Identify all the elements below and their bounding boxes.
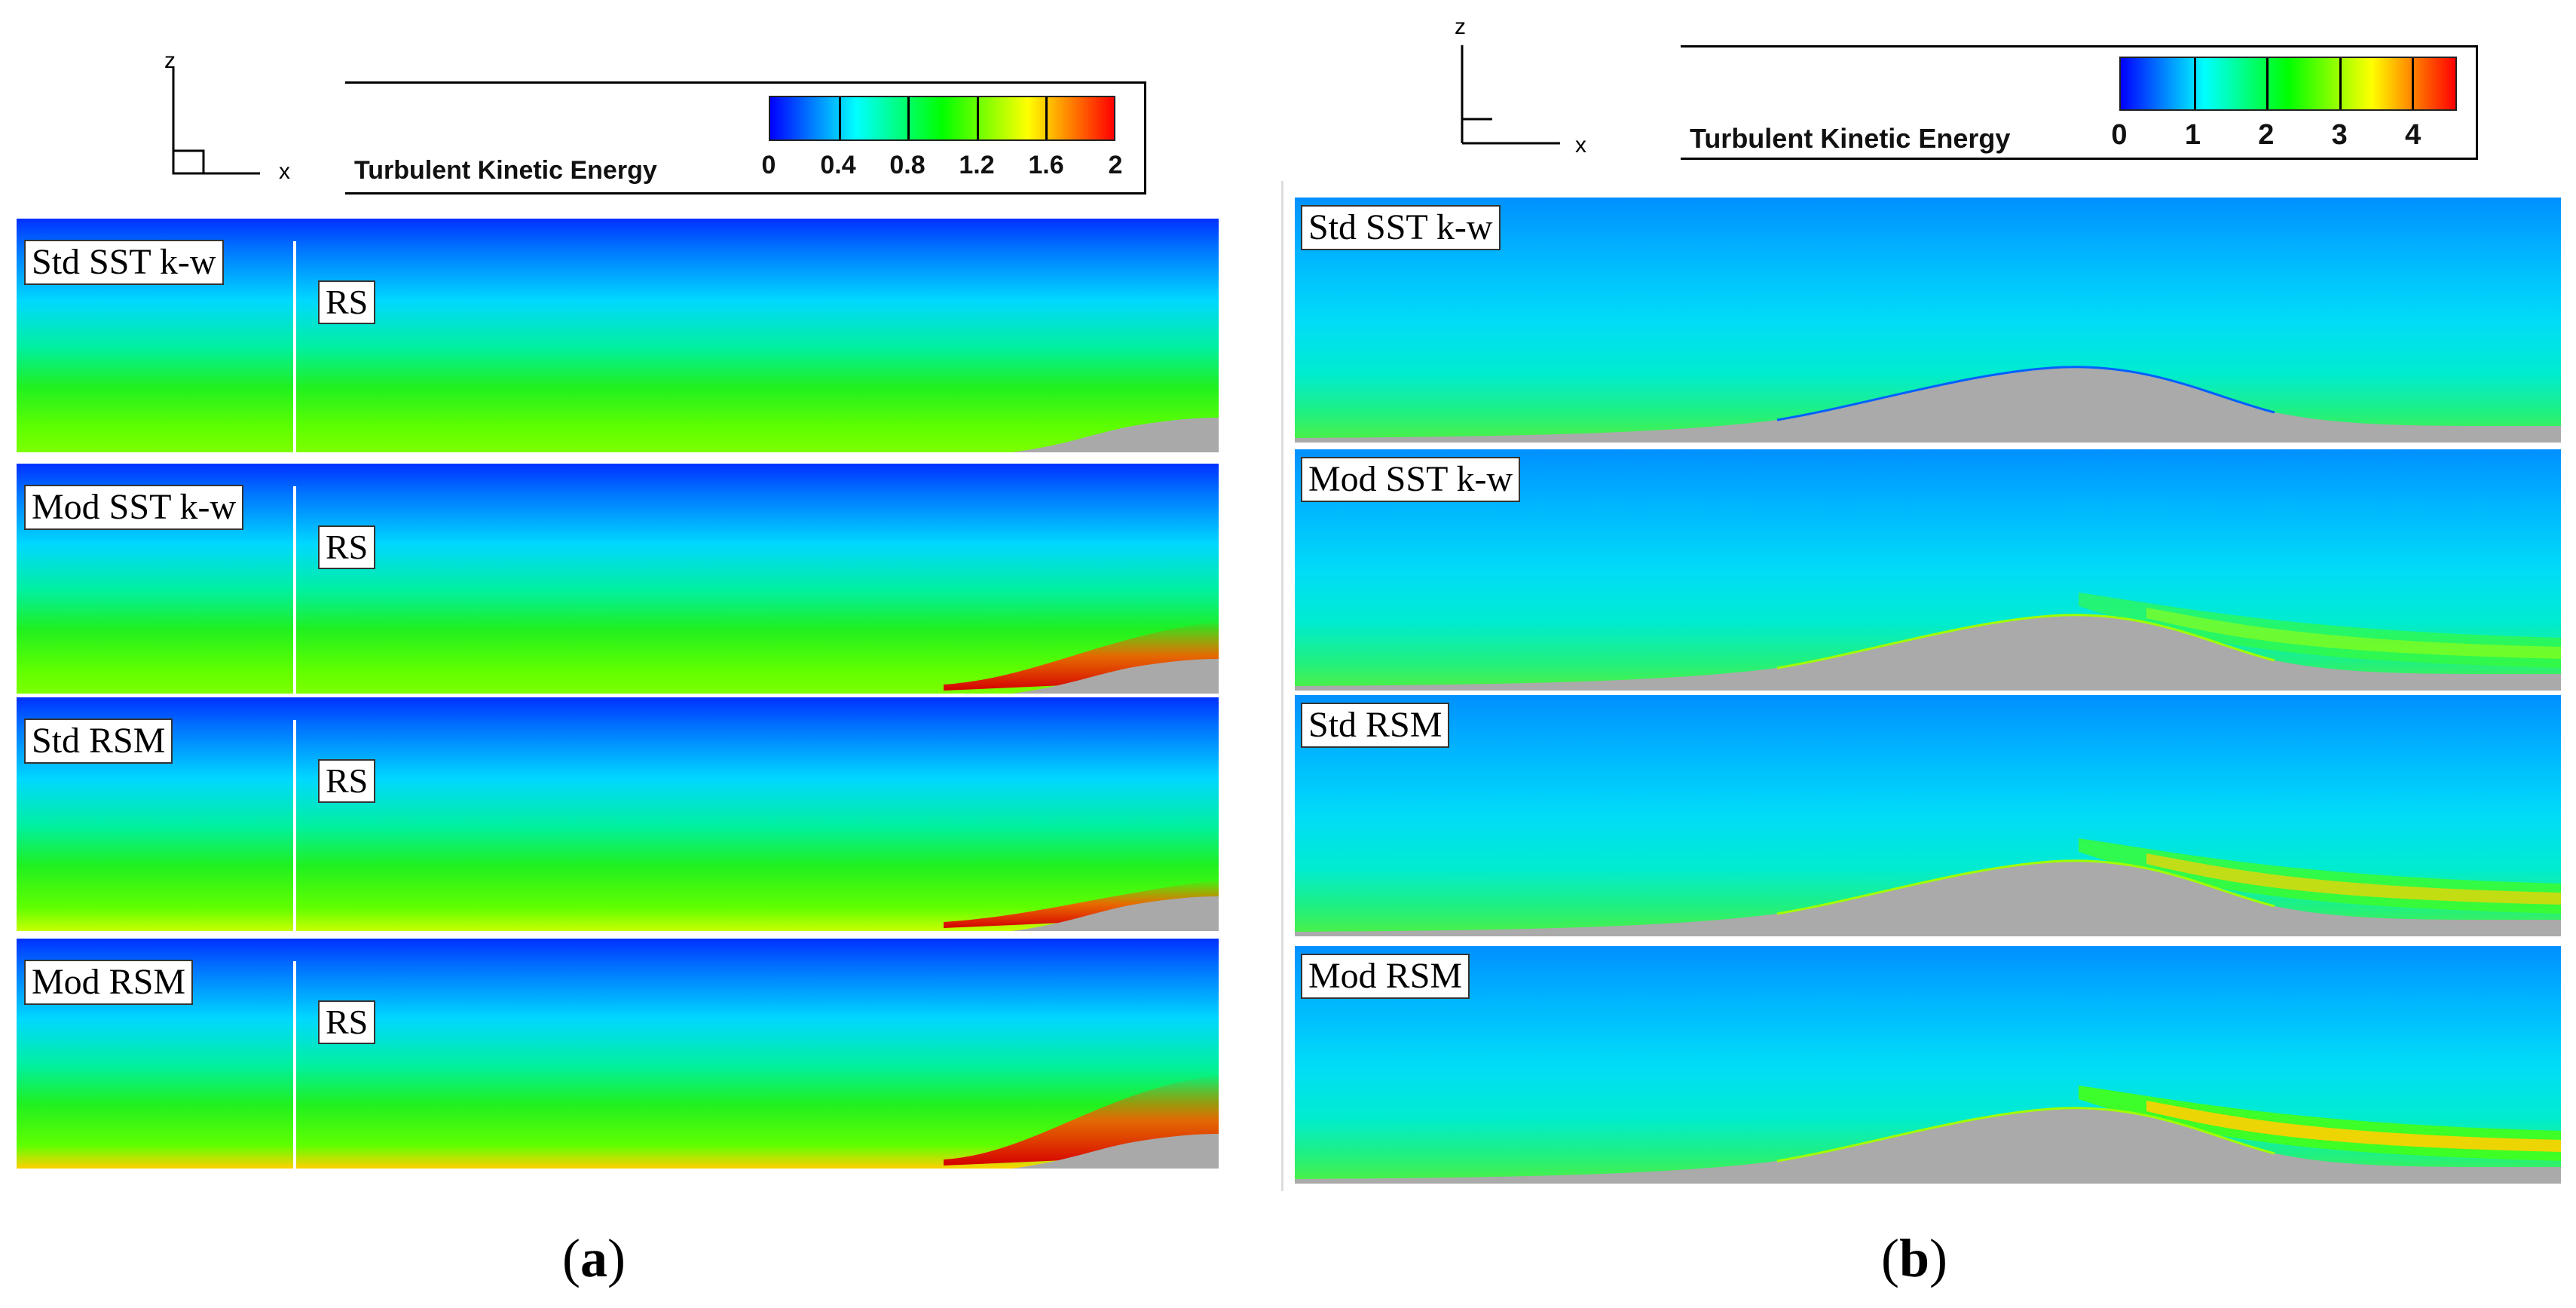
rs-marker-label: RS xyxy=(318,525,376,569)
colorbar-tick-label: 1.6 xyxy=(1028,151,1064,179)
colorbar-tick xyxy=(2266,58,2269,109)
caption-b-close: ) xyxy=(1929,1228,1948,1288)
model-label: Mod SST k-w xyxy=(1301,457,1521,502)
axis-origin-box xyxy=(172,149,205,175)
caption-b-letter: b xyxy=(1898,1228,1930,1288)
subfigure-divider xyxy=(1281,181,1283,1191)
rs-marker-label: RS xyxy=(318,280,376,324)
legend-box-a: Turbulent Kinetic Energy xyxy=(345,81,1146,195)
rs-reference-line xyxy=(293,961,296,1169)
terrain-hill xyxy=(1011,896,1219,931)
colorbar-tick xyxy=(1045,97,1048,139)
boundary-layer-edge xyxy=(1776,614,2275,669)
terrain-hill xyxy=(1011,659,1219,694)
terrain-hill xyxy=(1011,1134,1219,1169)
boundary-layer-edge xyxy=(1776,1107,2275,1162)
colorbar-tick xyxy=(907,97,910,139)
model-label: Mod SST k-w xyxy=(24,485,244,530)
legend-title-a: Turbulent Kinetic Energy xyxy=(354,156,657,185)
colorbar-tick xyxy=(2412,58,2415,109)
contour-panel-a: Mod RSM RS xyxy=(17,939,1219,1169)
wake-band-core xyxy=(2146,853,2561,905)
model-label: Std RSM xyxy=(24,718,173,764)
axis-triad-b: z x xyxy=(1455,14,1586,158)
colorbar-tick-label: 1.2 xyxy=(959,151,995,179)
boundary-layer-edge xyxy=(1776,366,2275,421)
caption-a-open: ( xyxy=(562,1228,580,1288)
z-axis-label: z xyxy=(164,48,176,73)
contour-panel-b: Mod RSM xyxy=(1295,946,2561,1184)
tke-field xyxy=(17,939,1219,1169)
wake-band-core xyxy=(2146,1101,2561,1152)
rs-marker-label: RS xyxy=(318,759,376,803)
tke-field xyxy=(17,697,1219,931)
caption-b-open: ( xyxy=(1881,1228,1899,1288)
subfigure-caption-b: (b) xyxy=(1881,1227,1947,1290)
terrain-hill xyxy=(1295,614,2561,691)
colorbar-tick xyxy=(2339,58,2342,109)
caption-a-letter: a xyxy=(580,1228,607,1288)
colorbar-tick-label: 4 xyxy=(2404,119,2422,151)
model-label: Mod RSM xyxy=(24,960,194,1005)
colorbar-tick-label: 2 xyxy=(1108,151,1123,179)
colorbar-tick-label: 0.8 xyxy=(889,151,925,179)
rs-reference-line xyxy=(293,720,296,931)
caption-a-close: ) xyxy=(607,1228,626,1288)
terrain-hill xyxy=(1011,418,1219,452)
model-label: Std SST k-w xyxy=(1301,205,1501,250)
colorbar-tick xyxy=(839,97,842,139)
contour-panel-a: Std SST k-w RS xyxy=(17,219,1219,452)
model-label: Std RSM xyxy=(1301,703,1450,748)
colorbar-a xyxy=(769,96,1115,141)
rs-reference-line xyxy=(293,486,296,694)
colorbar-tick-label: 3 xyxy=(2331,119,2348,151)
x-axis-label: x xyxy=(279,159,290,184)
terrain-hill xyxy=(1295,1107,2561,1184)
model-label: Std SST k-w xyxy=(24,240,224,285)
legend-box-b: Turbulent Kinetic Energy xyxy=(1681,45,2478,160)
colorbar-tick xyxy=(2193,58,2196,109)
colorbar-tick-label: 0.4 xyxy=(820,151,856,179)
model-label: Mod RSM xyxy=(1301,954,1470,999)
terrain-hill xyxy=(1295,366,2561,443)
contour-panel-a: Mod SST k-w RS xyxy=(17,464,1219,694)
contour-panel-b: Mod SST k-w xyxy=(1295,449,2561,691)
z-axis-label: z xyxy=(1455,14,1466,39)
boundary-layer-edge xyxy=(1776,859,2275,915)
contour-panel-a: Std RSM RS xyxy=(17,697,1219,931)
wake-band-core xyxy=(2146,608,2561,659)
rs-marker-label: RS xyxy=(318,1000,376,1044)
subfigure-caption-a: (a) xyxy=(562,1227,626,1290)
colorbar-tick-label: 0 xyxy=(2111,119,2128,151)
contour-panel-b: Std RSM xyxy=(1295,695,2561,936)
terrain-hill xyxy=(1295,860,2561,936)
colorbar-tick-label: 2 xyxy=(2258,119,2275,151)
colorbar-tick-label: 0 xyxy=(761,151,776,179)
colorbar-b xyxy=(2119,57,2457,111)
legend-title-b: Turbulent Kinetic Energy xyxy=(1690,123,2011,154)
x-axis-label: x xyxy=(1575,133,1586,158)
colorbar-tick-label: 1 xyxy=(2184,119,2201,151)
colorbar-tick xyxy=(976,97,979,139)
contour-panel-b: Std SST k-w xyxy=(1295,198,2561,443)
axis-triad-a: z x xyxy=(164,48,290,184)
rs-reference-line xyxy=(293,241,296,452)
